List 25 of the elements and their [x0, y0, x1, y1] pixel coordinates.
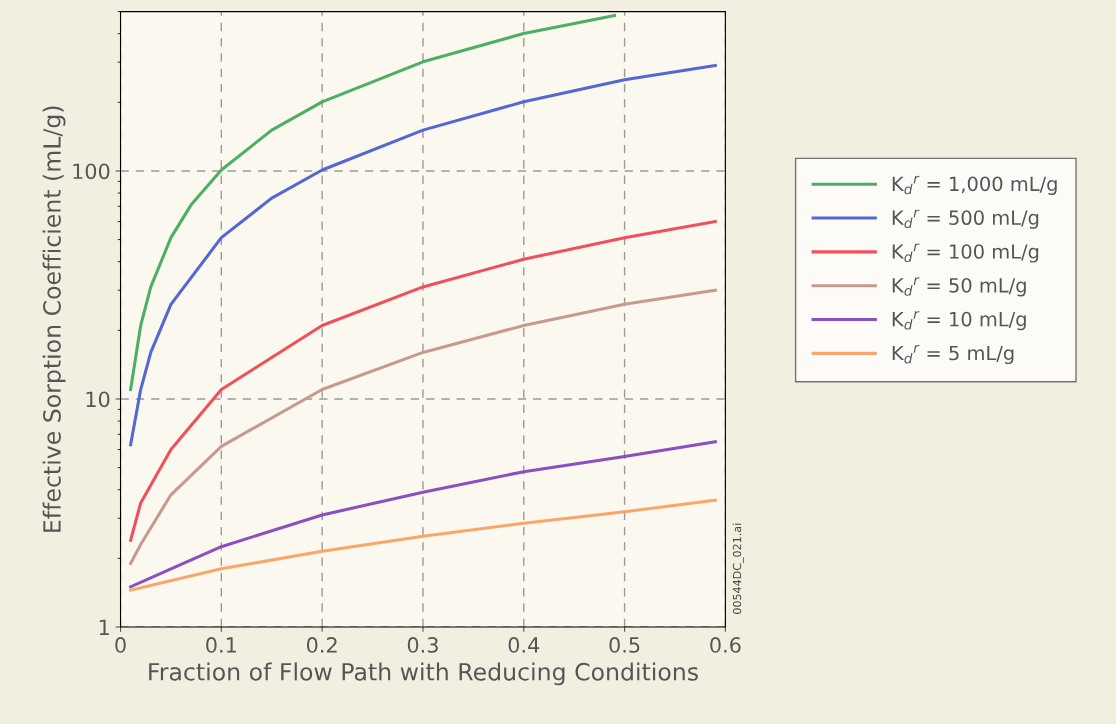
- line-series: [129, 288, 717, 565]
- legend-label: K$_{d}$$^{r}$ = 500 mL/g: [892, 209, 1039, 229]
- text: 00544DC_021.ai: [732, 523, 744, 614]
- x-tick-label: 0.5: [609, 637, 640, 653]
- x-tick-label: 0.6: [710, 637, 741, 653]
- line-series: [129, 498, 717, 592]
- x-tick-label: 0.1: [206, 637, 236, 653]
- x-tick-label: 0.4: [508, 637, 540, 653]
- legend-label: K$_{d}$$^{r}$ = 50 mL/g: [892, 277, 1026, 297]
- legend-label: K$_{d}$$^{r}$ = 100 mL/g: [892, 243, 1039, 263]
- legend-label: K$_{d}$$^{r}$ = 10 mL/g: [892, 311, 1026, 331]
- y-axis-title: Effective Sorption Coefficient (mL/g): [42, 106, 66, 532]
- legend-label: K$_{d}$$^{r}$ = 5 mL/g: [892, 345, 1014, 365]
- line-series: [129, 64, 717, 447]
- x-axis-title: Fraction of Flow Path with Reducing Conditions: [149, 662, 698, 686]
- line-series: [129, 14, 617, 392]
- y-tick-label: 100: [73, 163, 110, 180]
- x-tick-label: 0: [115, 637, 126, 653]
- x-tick-label: 0.2: [306, 637, 337, 653]
- x-tick-label: 0.3: [407, 637, 438, 653]
- legend-label: K$_{d}$$^{r}$ = 1,000 mL/g: [892, 175, 1057, 195]
- line-series: [129, 440, 717, 589]
- y-tick-label: 1: [99, 619, 109, 635]
- y-tick-label: 10: [86, 391, 110, 408]
- line-series: [129, 220, 717, 542]
